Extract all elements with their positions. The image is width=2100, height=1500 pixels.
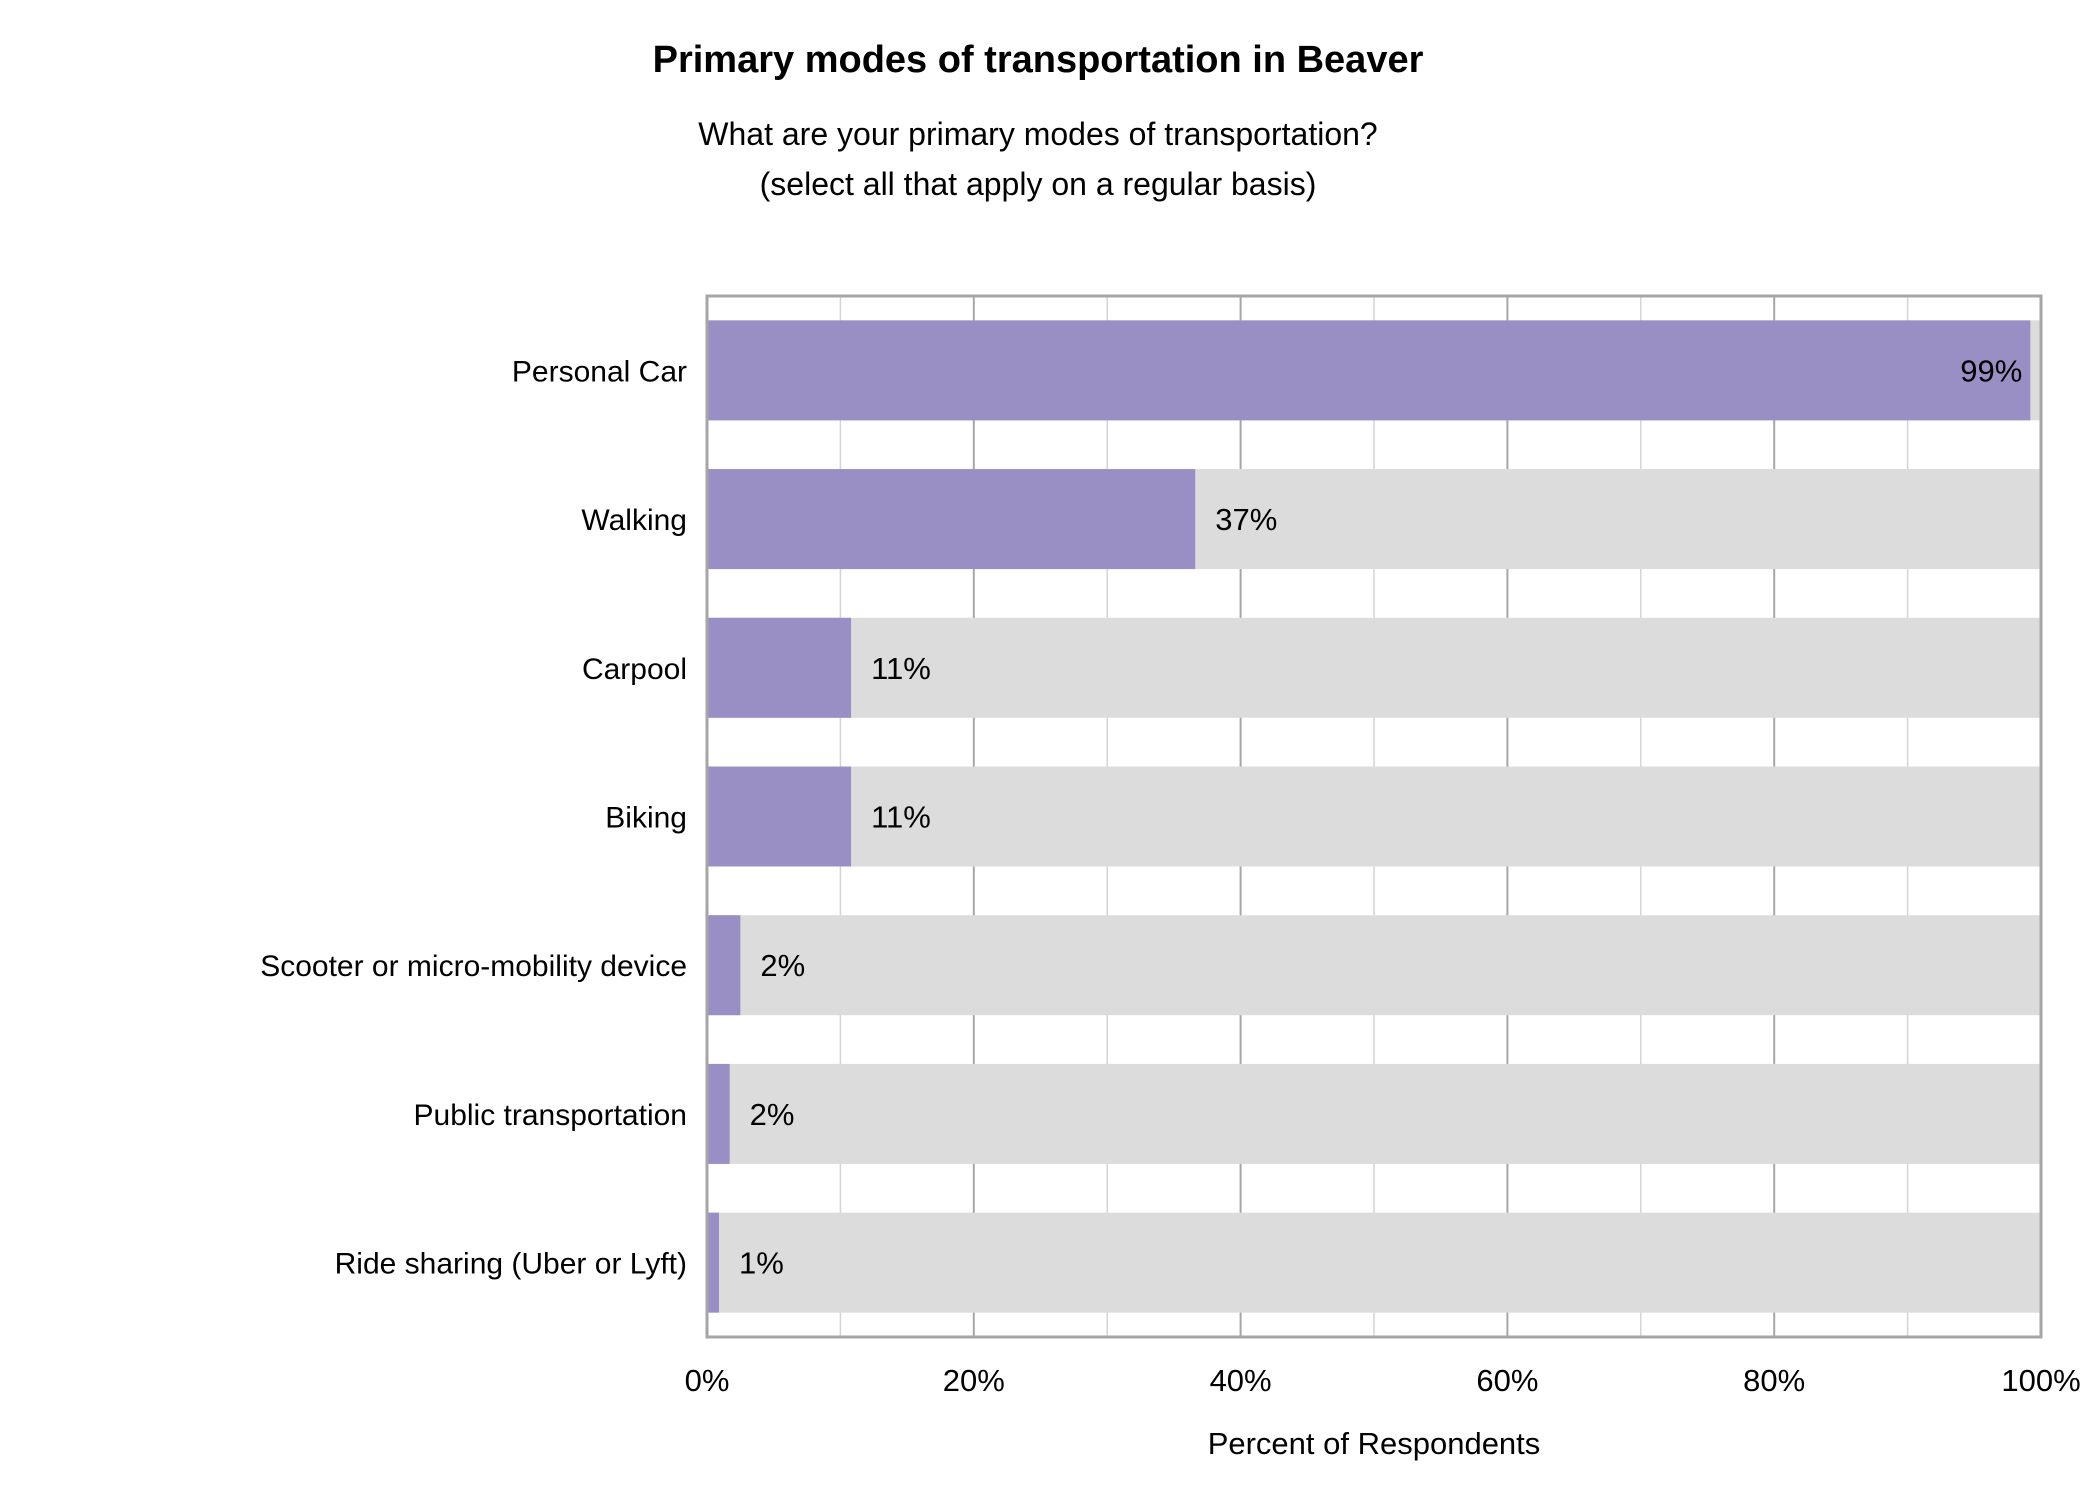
x-tick-label: 80% xyxy=(1743,1363,1805,1398)
data-label: 2% xyxy=(760,948,805,983)
data-label: 2% xyxy=(750,1097,795,1132)
category-label: Personal Car xyxy=(512,355,687,388)
data-label: 37% xyxy=(1215,502,1277,537)
background-bar xyxy=(707,766,2041,867)
bar xyxy=(707,320,2031,421)
x-tick-label: 20% xyxy=(943,1363,1005,1398)
data-label: 11% xyxy=(871,800,931,835)
category-label: Biking xyxy=(605,802,687,835)
category-label: Scooter or micro-mobility device xyxy=(260,950,687,983)
bar xyxy=(707,469,1196,570)
chart-title: Primary modes of transportation in Beave… xyxy=(653,39,1424,81)
data-label: 99% xyxy=(1960,353,2022,388)
category-label: Public transportation xyxy=(414,1099,688,1132)
background-bar xyxy=(707,1212,2041,1313)
x-tick-label: 60% xyxy=(1476,1363,1538,1398)
category-label: Ride sharing (Uber or Lyft) xyxy=(335,1248,687,1281)
background-bar xyxy=(707,1063,2041,1164)
bar xyxy=(707,617,852,718)
category-label: Walking xyxy=(581,504,687,537)
chart-subtitle-line-2: (select all that apply on a regular basi… xyxy=(760,166,1317,202)
plot-frame xyxy=(705,294,2043,1339)
bar xyxy=(707,766,852,867)
chart-subtitle-line-1: What are your primary modes of transport… xyxy=(698,116,1377,152)
bar xyxy=(707,1063,730,1164)
background-bar xyxy=(707,915,2041,1016)
data-label: 1% xyxy=(739,1246,784,1281)
plot-area: Personal Car 99% Walking 37% Carpool 11% Bikin… xyxy=(260,294,2081,1398)
bar xyxy=(707,915,741,1016)
background-bar xyxy=(707,617,2041,718)
x-tick-label: 40% xyxy=(1210,1363,1272,1398)
data-label: 11% xyxy=(871,651,931,686)
x-axis-label: Percent of Respondents xyxy=(1208,1426,1541,1461)
category-label: Carpool xyxy=(582,653,687,686)
bar xyxy=(707,1212,720,1313)
x-tick-label: 100% xyxy=(2001,1363,2080,1398)
x-tick-label: 0% xyxy=(685,1363,730,1398)
